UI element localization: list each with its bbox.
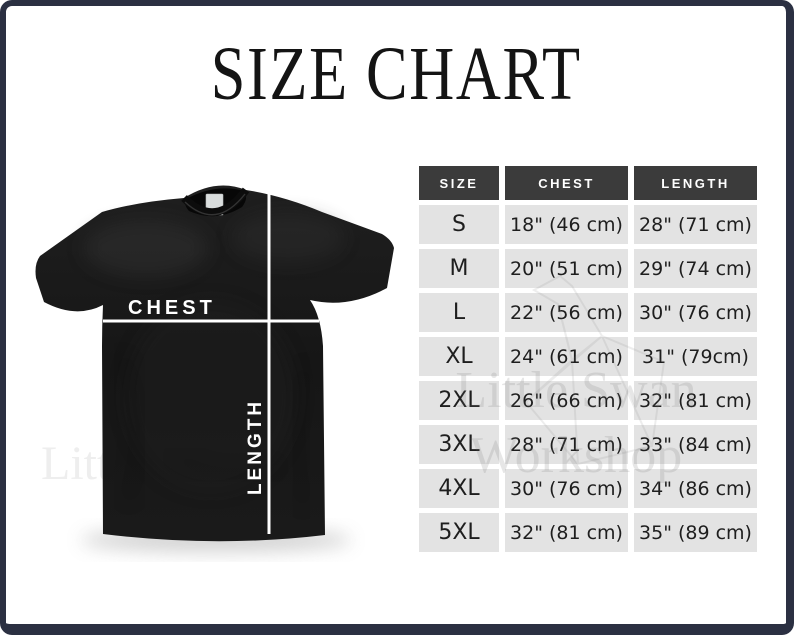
page-title: SIZE CHART xyxy=(210,32,582,116)
chest-measure-label: CHEST xyxy=(128,297,216,319)
table-header-chest: CHEST xyxy=(505,166,628,200)
table-cell-length: 31" (79cm) xyxy=(634,337,757,376)
table-cell-chest: 20" (51 cm) xyxy=(505,249,628,288)
table-cell-length: 35" (89 cm) xyxy=(634,513,757,552)
table-cell-size: 5XL xyxy=(419,513,499,552)
table-cell-length: 28" (71 cm) xyxy=(634,205,757,244)
table-header-length: LENGTH xyxy=(634,166,757,200)
table-cell-length: 33" (84 cm) xyxy=(634,425,757,464)
collar-band-rim xyxy=(184,193,246,216)
tshirt-diagram: CHEST LENGTH xyxy=(35,185,394,552)
table-cell-size: 3XL xyxy=(419,425,499,464)
table-cell-size: 4XL xyxy=(419,469,499,508)
table-cell-chest: 30" (76 cm) xyxy=(505,469,628,508)
table-cell-size: S xyxy=(419,205,499,244)
table-cell-chest: 32" (81 cm) xyxy=(505,513,628,552)
table-cell-length: 34" (86 cm) xyxy=(634,469,757,508)
table-cell-chest: 22" (56 cm) xyxy=(505,293,628,332)
table-cell-chest: 18" (46 cm) xyxy=(505,205,628,244)
table-header-size: SIZE xyxy=(419,166,499,200)
table-cell-length: 32" (81 cm) xyxy=(634,381,757,420)
collar-band xyxy=(181,187,250,217)
table-cell-size: M xyxy=(419,249,499,288)
table-cell-length: 30" (76 cm) xyxy=(634,293,757,332)
table-cell-size: 2XL xyxy=(419,381,499,420)
page-title-wrap: SIZE CHART xyxy=(6,36,786,112)
table-cell-size: L xyxy=(419,293,499,332)
table-cell-chest: 24" (61 cm) xyxy=(505,337,628,376)
table-cell-length: 29" (74 cm) xyxy=(634,249,757,288)
table-cell-size: XL xyxy=(419,337,499,376)
table-cell-chest: 26" (66 cm) xyxy=(505,381,628,420)
length-measure-label: LENGTH xyxy=(245,399,266,495)
shirt-shading xyxy=(84,214,343,507)
table-cell-chest: 28" (71 cm) xyxy=(505,425,628,464)
size-table: SIZE CHEST LENGTH S 18" (46 cm) 28" (71 … xyxy=(419,166,757,552)
